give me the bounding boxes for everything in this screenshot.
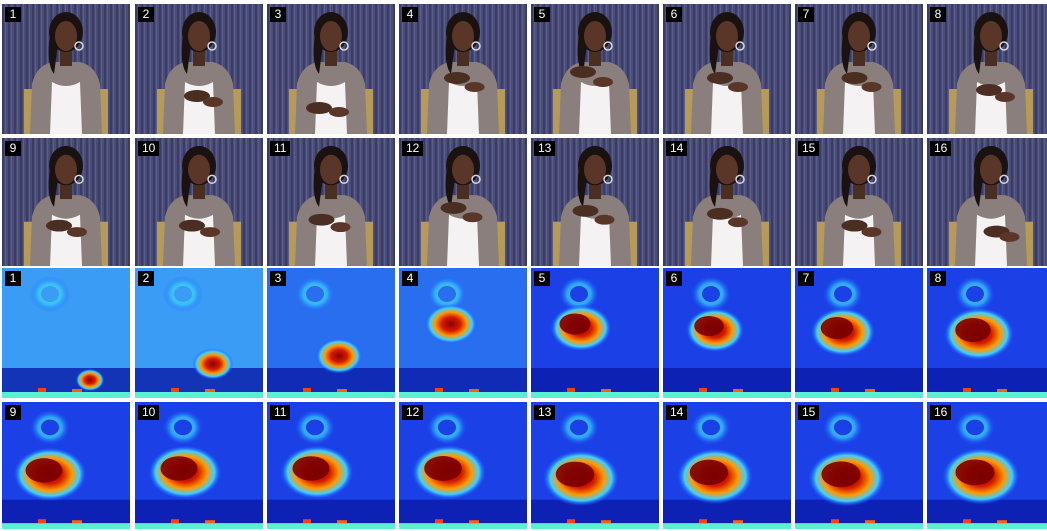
heatmap-frame: 8 (927, 268, 1047, 398)
heatmap-image (267, 268, 395, 398)
heatmap-frame: 1 (2, 268, 130, 398)
frame-image (399, 138, 527, 266)
video-frame: 9 (2, 138, 130, 266)
frame-number-label: 2 (138, 7, 154, 22)
frame-image (135, 4, 263, 134)
heatmap-frame: 2 (135, 268, 263, 398)
video-frame: 6 (663, 4, 791, 134)
heatmap-frame: 14 (663, 402, 791, 529)
heatmap-image (135, 402, 263, 529)
frame-image (663, 4, 791, 134)
heatmap-image (267, 402, 395, 529)
heatmap-image (531, 402, 659, 529)
heatmap-frame: 12 (399, 402, 527, 529)
heatmap-number-label: 1 (5, 271, 21, 286)
video-frame: 8 (927, 4, 1047, 134)
frame-number-label: 16 (930, 141, 952, 156)
heatmap-image (663, 402, 791, 529)
heatmap-image (399, 402, 527, 529)
frame-number-label: 15 (798, 141, 820, 156)
frame-number-label: 9 (5, 141, 21, 156)
frame-image (795, 4, 923, 134)
heatmap-image (927, 268, 1047, 398)
heatmap-frame: 13 (531, 402, 659, 529)
heatmap-frame: 10 (135, 402, 263, 529)
frame-number-label: 6 (666, 7, 682, 22)
heatmap-number-label: 9 (5, 405, 21, 420)
video-frame: 7 (795, 4, 923, 134)
heatmap-number-label: 11 (270, 405, 291, 420)
frame-number-label: 5 (534, 7, 550, 22)
frame-number-label: 14 (666, 141, 688, 156)
heatmap-frame: 6 (663, 268, 791, 398)
heatmap-image (135, 268, 263, 398)
heatmap-frame: 3 (267, 268, 395, 398)
frame-number-label: 4 (402, 7, 418, 22)
heatmap-frame: 4 (399, 268, 527, 398)
video-frame: 3 (267, 4, 395, 134)
heatmap-number-label: 5 (534, 271, 550, 286)
video-frame: 11 (267, 138, 395, 266)
heatmap-image (531, 268, 659, 398)
video-frame: 15 (795, 138, 923, 266)
frame-number-label: 1 (5, 7, 21, 22)
frame-image (399, 4, 527, 134)
video-frame: 10 (135, 138, 263, 266)
heatmap-frame: 7 (795, 268, 923, 398)
frame-number-label: 10 (138, 141, 160, 156)
frame-image (663, 138, 791, 266)
frame-image (795, 138, 923, 266)
frame-image (531, 4, 659, 134)
frame-image (2, 4, 130, 134)
frame-number-label: 7 (798, 7, 814, 22)
heatmap-number-label: 16 (930, 405, 952, 420)
heatmap-number-label: 13 (534, 405, 556, 420)
heatmap-frame: 5 (531, 268, 659, 398)
heatmap-image (399, 268, 527, 398)
heatmap-number-label: 2 (138, 271, 154, 286)
frame-number-label: 8 (930, 7, 946, 22)
video-frame: 1 (2, 4, 130, 134)
heatmap-image (927, 402, 1047, 529)
heatmap-image (795, 268, 923, 398)
video-frame: 14 (663, 138, 791, 266)
frame-image (531, 138, 659, 266)
heatmap-number-label: 12 (402, 405, 424, 420)
video-frame: 16 (927, 138, 1047, 266)
video-frame: 12 (399, 138, 527, 266)
heatmap-frame: 16 (927, 402, 1047, 529)
heatmap-frame: 11 (267, 402, 395, 529)
heatmap-number-label: 4 (402, 271, 418, 286)
heatmap-image (795, 402, 923, 529)
heatmap-frame: 9 (2, 402, 130, 529)
heatmap-number-label: 8 (930, 271, 946, 286)
heatmap-frame: 15 (795, 402, 923, 529)
heatmap-number-label: 14 (666, 405, 688, 420)
frame-number-label: 3 (270, 7, 286, 22)
frame-number-label: 13 (534, 141, 556, 156)
frame-number-label: 11 (270, 141, 291, 156)
heatmap-number-label: 15 (798, 405, 820, 420)
frame-image (2, 138, 130, 266)
heatmap-image (2, 402, 130, 529)
video-frame: 2 (135, 4, 263, 134)
video-frame: 4 (399, 4, 527, 134)
frame-image (927, 138, 1047, 266)
frame-image (135, 138, 263, 266)
heatmap-number-label: 10 (138, 405, 160, 420)
video-frame: 13 (531, 138, 659, 266)
heatmap-number-label: 3 (270, 271, 286, 286)
heatmap-image (663, 268, 791, 398)
video-frame: 5 (531, 4, 659, 134)
frame-image (267, 138, 395, 266)
frame-image (267, 4, 395, 134)
frame-image (927, 4, 1047, 134)
frame-number-label: 12 (402, 141, 424, 156)
heatmap-image (2, 268, 130, 398)
heatmap-number-label: 6 (666, 271, 682, 286)
heatmap-number-label: 7 (798, 271, 814, 286)
